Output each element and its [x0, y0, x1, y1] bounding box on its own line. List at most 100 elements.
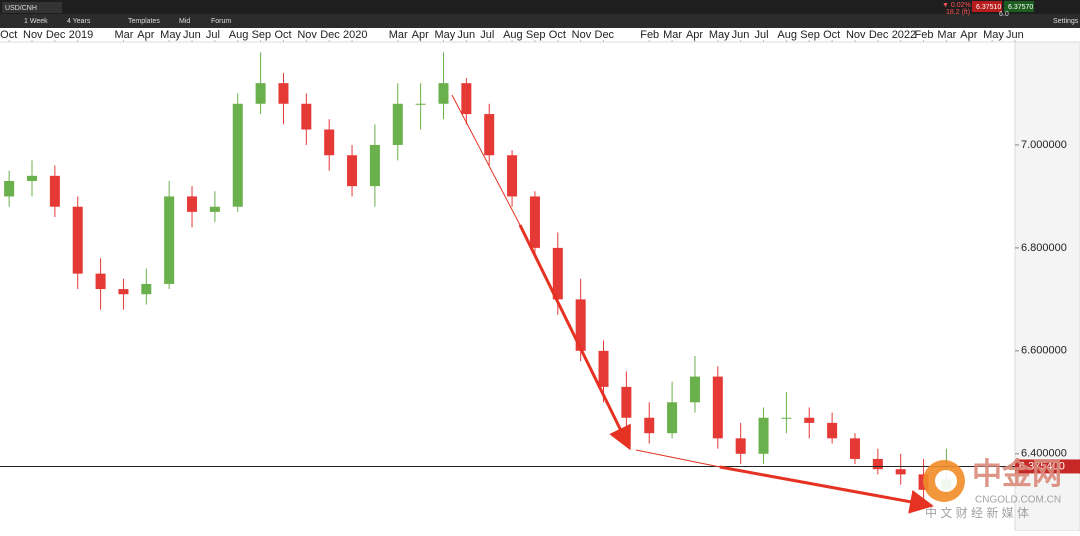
x-tick-label: May — [709, 29, 730, 41]
x-tick-label: Sep — [526, 29, 546, 41]
candle-body — [507, 155, 518, 197]
change-points: 18.2 (ft) — [946, 9, 970, 16]
x-tick-label: Dec — [869, 29, 889, 41]
x-tick-label: Sep — [252, 29, 272, 41]
ask-box[interactable] — [1004, 1, 1034, 12]
x-tick-label: Jul — [755, 29, 769, 41]
candle-body — [895, 469, 906, 475]
trend-arrow — [719, 465, 934, 514]
x-tick-label: Oct — [274, 29, 291, 41]
x-tick-label: Mar — [114, 29, 133, 41]
candle-body — [415, 103, 426, 105]
x-tick-label: Oct — [0, 29, 17, 41]
candle-body — [781, 417, 792, 419]
candle-body — [72, 206, 83, 274]
x-tick-label: Jun — [1006, 29, 1024, 41]
candle-body — [232, 103, 243, 207]
price-label: 6.375400 — [1019, 460, 1065, 472]
change: ▼ 0.02% — [942, 2, 971, 9]
candle-body — [164, 196, 175, 284]
plot: Oct Nov Dec 2019 Mar Apr May Jun Jul Aug Sep Oct Nov… — [0, 29, 1080, 501]
x-tick-label: Aug — [229, 29, 249, 41]
x-tick-label: Jul — [480, 29, 494, 41]
candle-body — [347, 155, 358, 187]
trend-arrow — [518, 224, 631, 451]
candle-body — [209, 206, 220, 212]
candle-body — [369, 144, 380, 187]
bid-box[interactable] — [972, 1, 1002, 12]
candle-body — [255, 83, 266, 104]
site: CNGOLD.COM.CN — [975, 495, 1061, 506]
x-tick-label: Aug — [777, 29, 797, 41]
x-tick-label: Nov — [297, 29, 317, 41]
x-tick-label: Apr — [960, 29, 977, 41]
candle-body — [689, 376, 700, 403]
candle-body — [118, 289, 129, 295]
forum[interactable]: Forum — [211, 18, 231, 25]
candle-body — [529, 196, 540, 248]
x-tick-label: Dec — [46, 29, 66, 41]
tool-bar — [0, 14, 1080, 28]
price-type[interactable]: Mid — [179, 18, 190, 25]
candle-body — [804, 417, 815, 423]
x-tick-label: Apr — [412, 29, 429, 41]
candle-body — [849, 438, 860, 459]
x-tick-label: Nov — [846, 29, 866, 41]
x-tick-label: Aug — [503, 29, 523, 41]
x-tick-label: Jun — [183, 29, 201, 41]
x-tick-label: May — [983, 29, 1004, 41]
x-tick-label: Feb — [640, 29, 659, 41]
x-tick-label: Oct — [823, 29, 840, 41]
candle-body — [301, 103, 312, 130]
x-tick-label: 2020 — [343, 29, 367, 41]
x-tick-label: 2019 — [69, 29, 93, 41]
trend-line — [635, 449, 721, 468]
x-tick-label: 2022 — [892, 29, 916, 41]
logo-inner — [935, 470, 957, 492]
candle-body — [324, 129, 335, 156]
bid[interactable]: 6.37510 — [976, 4, 1001, 11]
x-tick-label: Jun — [732, 29, 750, 41]
settings[interactable]: Settings — [1053, 18, 1079, 25]
symbol-tab[interactable] — [2, 2, 62, 13]
y-tick-label: 6.600000 — [1021, 345, 1067, 357]
candle-body — [872, 458, 883, 470]
x-tick-label: Mar — [389, 29, 408, 41]
candle-body — [621, 386, 632, 418]
x-tick-label: Nov — [23, 29, 43, 41]
x-tick-label: Jul — [206, 29, 220, 41]
watermark: 中金网 CNGOLD.COM.CN 中 文 财 经 新 媒 体 — [923, 457, 1062, 520]
trend-line — [451, 94, 521, 226]
slogan: 中 文 财 经 新 媒 体 — [925, 505, 1029, 520]
x-tick-label: May — [160, 29, 181, 41]
candle-body — [27, 175, 38, 181]
x-tick-label: Dec — [320, 29, 340, 41]
x-tick-label: Dec — [595, 29, 615, 41]
candle-body — [827, 422, 838, 439]
x-tick-label: Nov — [572, 29, 592, 41]
y-tick-label: 7.000000 — [1021, 139, 1067, 151]
candle-body — [712, 376, 723, 439]
symbol[interactable]: USD/CNH — [5, 5, 37, 12]
range[interactable]: 4 Years — [67, 18, 91, 25]
candle-body — [644, 417, 655, 434]
candle-body — [461, 83, 472, 115]
spread: 6.0 — [999, 11, 1009, 18]
interval[interactable]: 1 Week — [24, 18, 48, 25]
y-tick-label: 6.800000 — [1021, 242, 1067, 254]
x-tick-label: Apr — [686, 29, 703, 41]
x-tick-label: Oct — [549, 29, 566, 41]
candle-body — [95, 273, 106, 290]
top-bar — [0, 0, 1080, 14]
x-tick-label: Apr — [137, 29, 154, 41]
candle-body — [552, 247, 563, 300]
x-tick-label: Mar — [663, 29, 682, 41]
candle-body — [187, 196, 198, 212]
templates[interactable]: Templates — [128, 18, 160, 25]
ask[interactable]: 6.37570 — [1008, 4, 1033, 11]
candle-body — [49, 175, 60, 207]
candle-body — [392, 103, 403, 145]
candle-body — [575, 299, 586, 351]
